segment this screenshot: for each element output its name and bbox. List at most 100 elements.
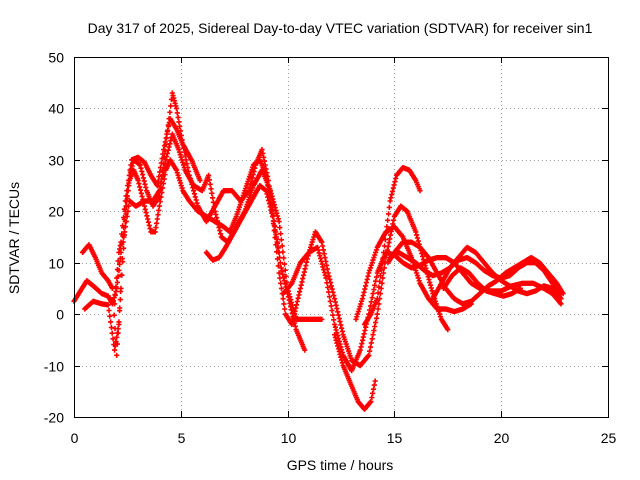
data-point <box>302 347 308 353</box>
data-point <box>370 332 376 338</box>
data-point <box>156 174 162 180</box>
data-point <box>372 252 378 258</box>
data-point <box>175 114 181 120</box>
data-point <box>375 290 381 296</box>
data-point <box>157 165 164 171</box>
y-tick-label: 40 <box>48 101 64 117</box>
data-point <box>123 193 129 199</box>
data-point <box>109 285 115 291</box>
data-point <box>117 261 123 267</box>
data-point <box>271 222 277 228</box>
data-point <box>318 258 324 264</box>
data-point <box>117 305 123 311</box>
data-point <box>372 282 378 288</box>
data-point <box>124 213 130 219</box>
data-point <box>126 203 132 209</box>
data-point <box>280 296 286 302</box>
data-point <box>558 301 564 307</box>
data-point <box>374 296 380 302</box>
data-point <box>327 276 333 282</box>
data-point <box>160 151 166 157</box>
data-point <box>177 123 183 129</box>
data-point <box>274 236 280 242</box>
data-point <box>390 185 396 191</box>
data-point <box>334 305 340 312</box>
series-track-13 <box>440 265 523 299</box>
data-point <box>371 382 377 388</box>
chart-title: Day 317 of 2025, Sidereal Day-to-day VTE… <box>88 20 593 36</box>
data-point <box>417 188 423 194</box>
data-point <box>269 210 275 216</box>
data-point <box>271 202 277 208</box>
data-point <box>260 150 266 156</box>
data-point <box>415 238 421 244</box>
series-track-8 <box>361 165 423 327</box>
data-point <box>114 352 120 358</box>
data-point <box>111 312 117 318</box>
data-point <box>173 105 180 111</box>
data-point <box>291 308 297 314</box>
data-point <box>287 294 293 300</box>
data-point <box>156 203 162 209</box>
series-track-4 <box>112 116 203 307</box>
tick-layer <box>74 57 609 418</box>
data-point <box>324 266 330 272</box>
data-point <box>392 179 398 185</box>
data-point <box>119 231 125 237</box>
data-point <box>119 256 125 262</box>
data-point <box>373 319 379 325</box>
data-point <box>558 296 564 302</box>
data-point <box>280 271 286 277</box>
plot-frame <box>74 57 609 418</box>
data-point <box>437 314 444 320</box>
y-tick-label: 30 <box>48 153 64 169</box>
data-point <box>108 319 114 325</box>
data-point <box>105 302 111 308</box>
x-tick-label: 20 <box>494 430 510 446</box>
data-point <box>279 243 285 249</box>
data-point <box>376 284 382 290</box>
data-point <box>118 272 124 278</box>
data-point <box>210 195 216 201</box>
data-point <box>328 283 334 289</box>
y-tick-label: 50 <box>48 50 64 66</box>
data-point <box>127 167 133 173</box>
data-point <box>115 258 121 264</box>
data-point <box>320 247 326 253</box>
data-point <box>266 201 272 207</box>
data-point <box>366 352 372 358</box>
data-point <box>113 284 119 290</box>
data-point <box>315 247 321 253</box>
data-point <box>359 296 365 302</box>
data-point <box>281 261 288 267</box>
data-point <box>276 270 282 276</box>
data-point <box>368 399 374 405</box>
series-track-9 <box>353 224 474 322</box>
data-point <box>118 288 124 295</box>
y-tick-label: -10 <box>44 359 64 375</box>
data-point <box>369 394 375 401</box>
data-point <box>278 280 284 286</box>
series-track-5 <box>203 183 282 263</box>
data-point <box>308 242 314 248</box>
data-point <box>114 267 120 273</box>
data-point <box>282 267 288 273</box>
data-point <box>276 249 282 255</box>
data-point <box>319 316 325 322</box>
data-point <box>125 177 132 183</box>
data-point <box>301 269 307 275</box>
x-tick-label: 5 <box>178 430 186 446</box>
data-point <box>385 217 391 223</box>
data-point <box>370 291 376 297</box>
data-point <box>207 181 213 187</box>
data-point <box>355 309 361 315</box>
data-point <box>125 208 131 214</box>
data-point <box>276 219 282 225</box>
x-tick-label: 25 <box>601 430 617 446</box>
data-point <box>112 292 118 298</box>
data-point <box>388 195 394 201</box>
data-point <box>325 284 331 290</box>
data-point <box>167 109 173 115</box>
data-point <box>330 312 336 318</box>
data-point <box>168 103 174 109</box>
